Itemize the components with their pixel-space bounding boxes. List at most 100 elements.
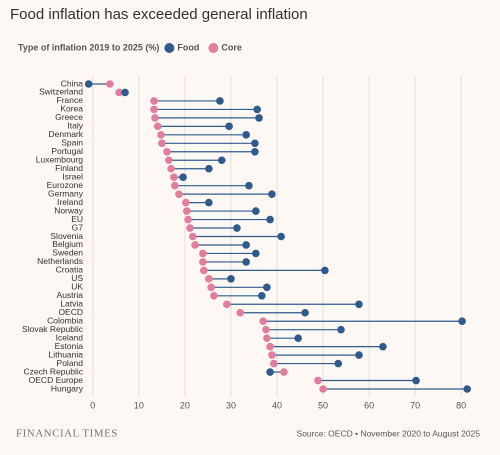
dot [157, 131, 165, 139]
dot [268, 190, 276, 198]
dot [463, 385, 471, 393]
x-tick-label: 20 [180, 400, 190, 410]
dot [225, 122, 233, 131]
dot [223, 300, 231, 309]
dot [337, 325, 345, 334]
dot [186, 224, 194, 232]
dot [268, 351, 276, 359]
dot [262, 325, 270, 334]
dot [263, 334, 271, 342]
dot [251, 139, 259, 148]
dot [255, 114, 263, 122]
dot [334, 359, 343, 368]
x-tick-label: 0 [90, 400, 95, 410]
category-label: Czech Republic [23, 366, 83, 376]
category-label: Croatia [56, 265, 84, 275]
dot [115, 88, 123, 97]
category-label: Italy [67, 121, 83, 131]
x-tick-label: 60 [364, 400, 374, 410]
dot [182, 207, 191, 215]
dot [412, 376, 420, 385]
dot [266, 215, 274, 224]
category-label: Netherlands [37, 256, 83, 266]
dot [182, 198, 190, 207]
category-label: Iceland [56, 332, 84, 342]
dot [269, 359, 278, 368]
category-label: EU [71, 214, 83, 224]
legend-swatch [164, 43, 175, 53]
category-label: Luxembourg [36, 155, 84, 165]
dot [355, 351, 363, 359]
dot [199, 249, 207, 258]
dot [259, 317, 267, 326]
x-tick-label: 50 [318, 400, 328, 410]
category-label: Switzerland [39, 87, 83, 97]
legend-swatch [208, 43, 219, 53]
category-label: Germany [48, 188, 84, 198]
dot [170, 181, 179, 190]
dot [205, 275, 213, 283]
category-label: Estonia [55, 341, 84, 351]
legend-label: Core [221, 42, 242, 52]
dot [151, 114, 159, 122]
dot [199, 266, 208, 275]
category-label: Poland [57, 358, 84, 368]
category-label: Sweden [52, 248, 83, 258]
category-label: Greece [55, 112, 83, 122]
dot [227, 275, 235, 283]
dot [170, 173, 178, 181]
category-label: Spain [61, 138, 83, 148]
footer-brand: FINANCIAL TIMES [16, 428, 118, 440]
dot [84, 80, 93, 88]
dot [280, 368, 288, 376]
dot [321, 266, 329, 275]
dot [188, 232, 197, 241]
dot [263, 283, 271, 292]
dot [184, 215, 192, 224]
legend-label: Food [177, 42, 199, 52]
dot [355, 300, 363, 309]
dot [210, 292, 218, 300]
category-label: Korea [60, 104, 83, 114]
category-label: Eurozone [47, 180, 84, 190]
dot [205, 164, 213, 173]
legend-title: Type of inflation 2019 to 2025 (%) [18, 42, 159, 52]
dot [207, 283, 215, 292]
category-label: Lithuania [48, 349, 83, 359]
dot [233, 224, 241, 232]
category-label: US [71, 273, 83, 283]
dot [150, 97, 158, 105]
category-label: Denmark [49, 129, 84, 139]
dot [236, 308, 244, 317]
x-tick-label: 10 [134, 400, 144, 410]
x-tick-label: 30 [226, 400, 236, 410]
dot [301, 308, 309, 317]
dot [205, 198, 213, 207]
dot [294, 334, 302, 342]
dot [191, 241, 199, 249]
category-label: G7 [72, 222, 84, 232]
dot [121, 88, 129, 97]
category-label: UK [71, 282, 83, 292]
dot [217, 156, 226, 165]
dot [163, 147, 171, 156]
dot [164, 156, 173, 165]
x-tick-label: 80 [456, 400, 466, 410]
dot [106, 80, 114, 88]
category-label: Portugal [51, 146, 83, 156]
dot [242, 131, 250, 139]
dot [266, 342, 274, 351]
dot [458, 317, 466, 326]
dot [252, 249, 260, 258]
dot [253, 105, 261, 114]
category-label: Slovenia [50, 231, 83, 241]
category-label: Finland [55, 163, 83, 173]
category-label: France [57, 95, 84, 105]
category-label: Austria [57, 290, 84, 300]
dot [199, 258, 207, 266]
dot [319, 385, 327, 393]
dot [216, 97, 224, 105]
category-label: Belgium [52, 239, 83, 249]
category-label: Hungary [51, 383, 84, 393]
dot [153, 122, 162, 131]
